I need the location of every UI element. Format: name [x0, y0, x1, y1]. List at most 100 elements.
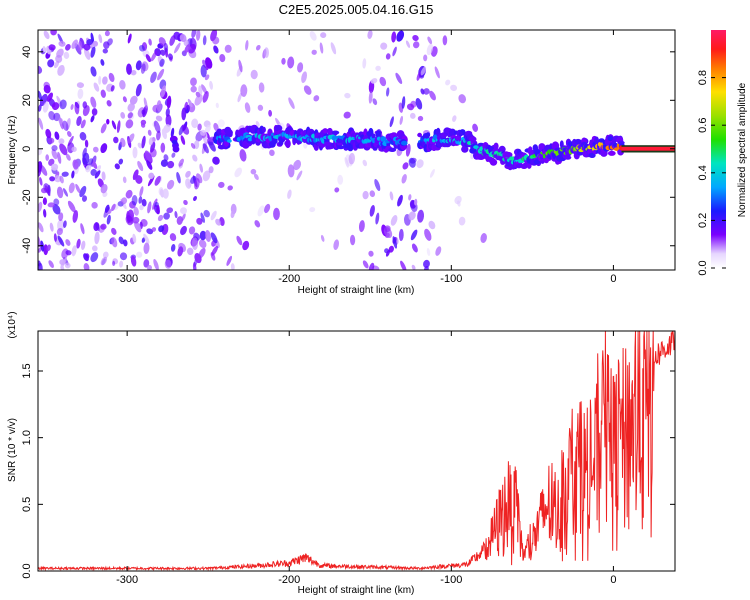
spectrogram-cell	[90, 115, 95, 123]
spectrogram-cell	[159, 58, 165, 67]
spectrogram-cell	[107, 38, 113, 46]
spectrogram-cell	[111, 237, 118, 248]
ridge-edge-core	[621, 146, 675, 151]
spectrogram-cell	[118, 236, 125, 245]
snr-y-multiplier: (x10⁴)	[7, 311, 18, 338]
spectrogram-cell	[52, 204, 61, 215]
spectrogram-cell	[244, 102, 251, 113]
spectrogram-cell	[80, 119, 86, 129]
y-tick-label: 0	[21, 146, 33, 152]
spectrogram-cell	[63, 220, 67, 228]
spectrogram-cell	[368, 262, 375, 270]
spectrogram-cell	[213, 45, 219, 54]
spectrogram-cell	[255, 44, 261, 51]
spectrogram-cell	[238, 59, 243, 73]
spectrogram-cell	[375, 212, 380, 225]
spectrogram-cell	[250, 168, 257, 175]
spectrogram-cell	[435, 246, 442, 256]
snr-x-ticks: -300 -200 -100 0	[116, 331, 616, 586]
spectrogram-cell	[100, 256, 108, 266]
ridge-halo	[526, 162, 532, 169]
spectrogram-cell	[429, 90, 436, 101]
spectrogram-cell	[51, 102, 60, 111]
ridge-point	[171, 140, 178, 145]
spectrogram-cell	[191, 237, 199, 250]
spectrogram-cell	[424, 228, 432, 241]
ridge-halo	[375, 130, 382, 139]
spectrogram-cell	[242, 240, 250, 251]
spectrogram-cell	[59, 175, 64, 184]
spectrogram-cell	[51, 149, 58, 160]
spectrogram-cell	[349, 234, 356, 246]
spectrogram-cell	[255, 121, 260, 127]
spectrogram-cell	[319, 42, 324, 54]
spectrogram-cell	[309, 31, 317, 41]
spectrogram-cell	[202, 143, 209, 154]
spectrogram-cell	[200, 212, 205, 223]
spectrogram-cell	[194, 253, 202, 264]
ridge-point	[509, 156, 515, 161]
spectrogram-cell	[90, 96, 97, 108]
ridge-halo	[448, 128, 457, 137]
spectrogram-cell	[143, 97, 148, 109]
spectrogram-cell	[287, 164, 295, 178]
spectrogram-cell	[102, 76, 108, 85]
spectrogram-cell	[157, 214, 164, 222]
ridge-halo	[261, 126, 266, 133]
spectrogram-cell	[374, 178, 381, 192]
spectrogram-cell	[194, 178, 200, 190]
spectrogram-cell	[362, 190, 369, 200]
ridge-halo	[461, 145, 469, 153]
spectrogram-cell	[191, 118, 199, 129]
spectrogram-cell	[96, 165, 102, 171]
spectrogram-cell	[130, 69, 137, 76]
spectrogram-cell	[67, 200, 76, 213]
spectrogram-cell	[416, 72, 421, 81]
spectrogram-cell	[58, 40, 66, 47]
spectrogram-cell	[59, 143, 68, 156]
spectrogram-cell	[119, 252, 128, 261]
spectrogram-cell	[202, 35, 207, 46]
spectrogram-cell	[163, 154, 169, 161]
spectrogram-heatmap	[38, 30, 487, 270]
spectrogram-cell	[245, 40, 249, 51]
spectrogram-cell	[156, 130, 161, 141]
spectrogram-cell	[92, 146, 99, 153]
spectrogram-cell	[68, 182, 75, 194]
y-tick-label: 1.0	[21, 430, 33, 445]
spectrogram-cell	[71, 245, 77, 257]
spectrogram-cell	[296, 170, 303, 181]
spectrogram-cell	[148, 172, 155, 179]
x-tick-label: 0	[610, 574, 616, 586]
spectrogram-cell	[187, 181, 192, 188]
spectrogram-cell	[147, 129, 152, 136]
spectrogram-cell	[167, 53, 174, 61]
ridge-halo	[216, 128, 223, 135]
spectrogram-cell	[204, 124, 211, 134]
spectrogram-cell	[63, 51, 70, 59]
spectrogram-cell	[183, 199, 188, 206]
ridge-halo	[324, 141, 331, 146]
spectrogram-cell	[59, 99, 67, 110]
spectrogram-cell	[141, 135, 146, 149]
spectrogram-y-label: Frequency (Hz)	[7, 116, 18, 185]
spectrogram-cell	[70, 104, 74, 110]
snr-y-label: SNR (10 * v/v)	[7, 418, 18, 482]
ridge-halo	[498, 145, 506, 153]
spectrogram-cell	[390, 215, 398, 226]
spectrogram-cell	[397, 194, 403, 207]
spectrogram-cell	[145, 54, 152, 63]
spectrogram-cell	[76, 115, 82, 127]
ridge-halo	[172, 145, 180, 153]
snr-y-ticks: 0.0 0.5 1.0 1.5	[21, 363, 675, 579]
spectrogram-cell	[273, 207, 280, 221]
spectrogram-cell	[409, 112, 416, 119]
spectrogram-cell	[240, 84, 248, 97]
spectrogram-cell	[344, 92, 351, 99]
ridge-halo	[607, 135, 614, 142]
spectrogram-cell	[198, 239, 207, 249]
spectrogram-cell	[367, 30, 373, 39]
spectrogram-cell	[58, 212, 64, 222]
spectrogram-cell	[110, 85, 115, 92]
spectrogram-cell	[405, 40, 411, 48]
